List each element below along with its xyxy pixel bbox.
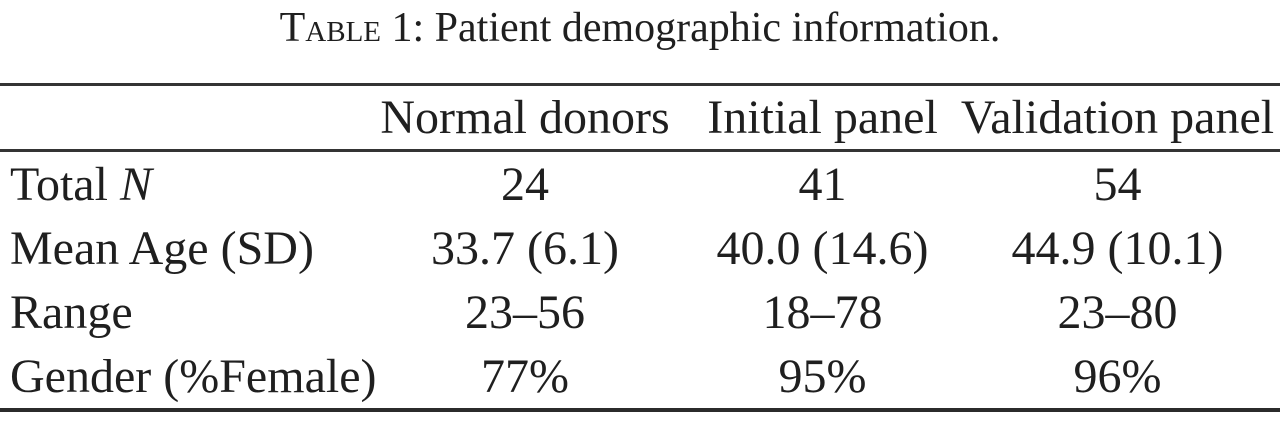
cell-value: 95% (778, 349, 867, 403)
column-header-validation-panel: Validation panel (960, 91, 1275, 144)
cell-value: 54 (1093, 157, 1142, 211)
table-row-total-n: Total N 24 41 54 (0, 151, 1280, 217)
table-row-mean-age: Mean Age (SD) 33.7 (6.1) 40.0 (14.6) 44.… (0, 216, 1280, 280)
column-header-normal-donors: Normal donors (380, 91, 670, 144)
caption-text: 1: Patient demographic information. (391, 5, 1001, 51)
demographics-table-container: Normal donors Initial panel Validation p… (0, 83, 1280, 412)
row-label: Mean Age (SD) (10, 221, 314, 275)
cell-value: 18–78 (762, 285, 883, 339)
cell-value: 23–56 (465, 285, 585, 339)
cell-value: 77% (481, 349, 569, 403)
header-row: Normal donors Initial panel Validation p… (0, 85, 1280, 151)
italic-n: N (119, 157, 152, 211)
demographics-table: Normal donors Initial panel Validation p… (0, 83, 1280, 412)
table-caption: Table 1: Patient demographic information… (0, 0, 1280, 56)
table-row-gender: Gender (%Female) 77% 95% 96% (0, 344, 1280, 410)
row-label: Total N (10, 157, 152, 211)
cell-value: 96% (1073, 349, 1162, 403)
column-header-empty (0, 85, 360, 151)
row-label: Range (10, 285, 133, 339)
cell-value: 41 (798, 157, 847, 211)
column-header-initial-panel: Initial panel (707, 91, 938, 144)
cell-value: 23–80 (1057, 285, 1178, 339)
cell-value: 24 (501, 157, 549, 211)
row-label: Gender (%Female) (10, 349, 377, 403)
cell-value: 44.9 (10.1) (1011, 221, 1224, 275)
cell-value: 33.7 (6.1) (431, 221, 619, 275)
table-row-range: Range 23–56 18–78 23–80 (0, 280, 1280, 344)
caption-table-word: Table (279, 5, 381, 51)
cell-value: 40.0 (14.6) (716, 221, 929, 275)
